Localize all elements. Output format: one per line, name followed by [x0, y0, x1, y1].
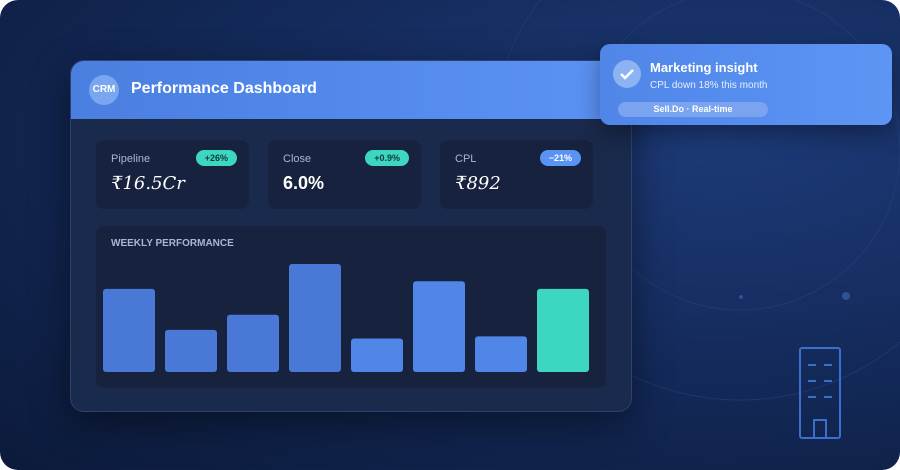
- kpi-card: Close 6.0% +0.9%: [268, 140, 421, 209]
- check-icon: [613, 60, 641, 88]
- notification[interactable]: Marketing insight CPL down 18% this mont…: [600, 44, 892, 125]
- bar: [537, 288, 589, 372]
- chart-title: WEEKLY PERFORMANCE: [111, 238, 234, 249]
- kpi-label: Pipeline: [111, 153, 151, 165]
- card-header: CRM Performance Dashboard: [71, 61, 631, 119]
- badge: CRM: [89, 75, 119, 105]
- notification-message: CPL down 18% this month: [650, 80, 768, 91]
- kpi-change: −21%: [539, 150, 581, 166]
- kpi-card: Pipeline ₹16.5Cr +26%: [96, 140, 249, 209]
- bar: [289, 264, 341, 372]
- bar: [475, 336, 527, 372]
- bar: [351, 338, 403, 372]
- kpi-label: CPL: [455, 153, 477, 165]
- kpi-card: CPL ₹892 −21%: [440, 140, 593, 209]
- kpi-value: ₹892: [455, 173, 501, 194]
- dashboard-title: Performance Dashboard: [131, 80, 317, 97]
- bar: [165, 329, 217, 372]
- kpi-change: +26%: [195, 150, 237, 166]
- kpi-label: Close: [283, 153, 312, 165]
- bar: [227, 314, 279, 372]
- notification-title: Marketing insight: [650, 60, 758, 75]
- notification-tag: Sell.Do · Real-time: [618, 102, 768, 117]
- kpi-value: 6.0%: [283, 173, 325, 193]
- dashboard-card: CRM Performance Dashboard Pipeline ₹16.5C…: [70, 60, 632, 412]
- kpi-value: ₹16.5Cr: [111, 173, 185, 194]
- kpi-change: +0.9%: [365, 150, 409, 166]
- bar: [103, 288, 155, 372]
- bar-chart: [103, 264, 589, 372]
- bar: [413, 281, 465, 372]
- chart-panel: WEEKLY PERFORMANCE: [96, 226, 606, 388]
